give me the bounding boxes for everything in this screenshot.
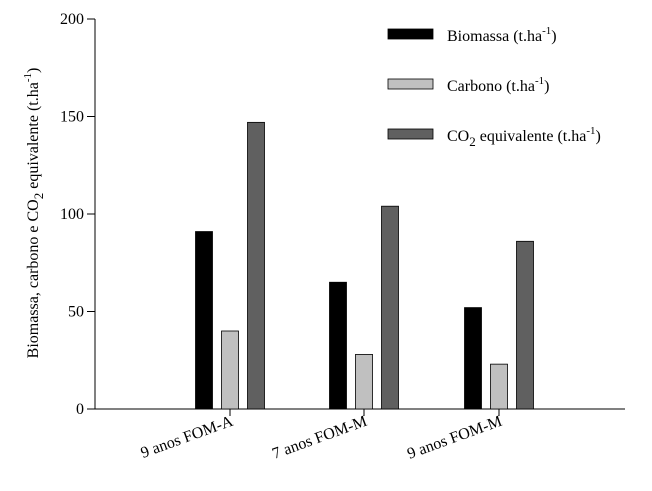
bar-biomassa — [329, 281, 347, 410]
x-category-label: 7 anos FOM-M — [270, 413, 369, 463]
y-tick-label: 50 — [68, 304, 84, 321]
y-tick-label: 100 — [60, 206, 84, 223]
legend-swatch-carbono — [387, 78, 434, 90]
y-axis-label: Biomassa, carbono e CO2 equivalente (t.h… — [22, 68, 46, 359]
legend-label-co2: CO2 equivalente (t.ha-1) — [447, 125, 601, 149]
y-tick-label: 150 — [60, 109, 84, 126]
y-tick-label: 200 — [60, 11, 84, 28]
bar-co2 — [381, 205, 399, 410]
bar-biomassa — [464, 307, 482, 410]
legend-swatch-co2 — [387, 128, 434, 140]
bar-carbono — [355, 353, 373, 410]
legend-label-carbono: Carbono (t.ha-1) — [447, 75, 549, 95]
legend-label-biomassa: Biomassa (t.ha-1) — [447, 25, 557, 45]
legend: Biomassa (t.ha-1) Carbono (t.ha-1) CO2 equ… — [387, 25, 601, 149]
bar-co2 — [247, 121, 265, 410]
bar-carbono — [221, 330, 239, 410]
bar-biomassa — [195, 231, 213, 410]
x-category-label: 9 anos FOM-A — [139, 413, 236, 462]
x-category-label: 9 anos FOM-M — [405, 413, 504, 463]
y-tick-label: 0 — [76, 401, 84, 418]
bar-carbono — [490, 363, 508, 410]
legend-swatch-biomassa — [387, 28, 434, 40]
bar-co2 — [516, 240, 534, 410]
bars — [195, 121, 534, 410]
